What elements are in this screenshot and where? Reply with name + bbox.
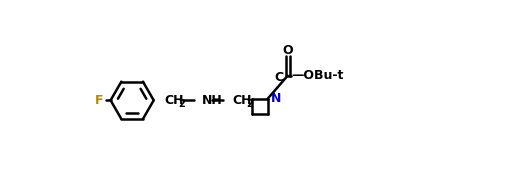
Text: CH: CH bbox=[232, 94, 252, 107]
Text: N: N bbox=[271, 92, 281, 105]
Text: CH: CH bbox=[165, 94, 184, 107]
Text: 2: 2 bbox=[178, 99, 185, 109]
Text: 2: 2 bbox=[246, 99, 253, 109]
Text: NH: NH bbox=[201, 94, 222, 107]
Text: C: C bbox=[274, 71, 283, 84]
Text: O: O bbox=[282, 44, 293, 57]
Text: F: F bbox=[94, 94, 103, 107]
Text: —OBu-t: —OBu-t bbox=[291, 69, 343, 82]
